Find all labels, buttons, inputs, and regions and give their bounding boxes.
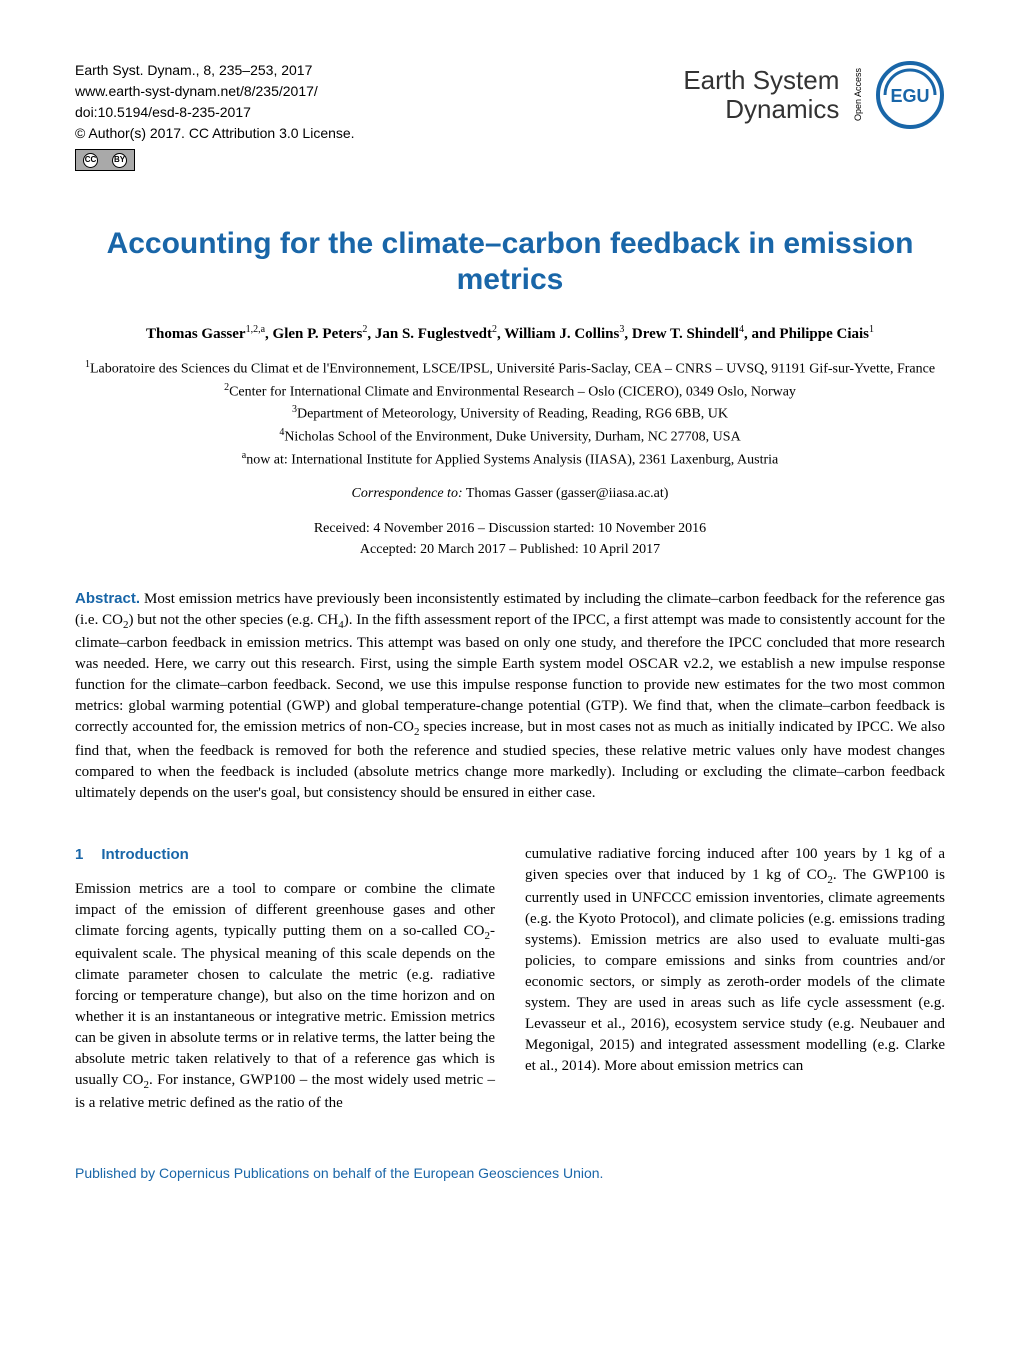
copyright-line: © Author(s) 2017. CC Attribution 3.0 Lic… bbox=[75, 123, 355, 144]
dates-received: Received: 4 November 2016 – Discussion s… bbox=[75, 518, 945, 539]
abstract-text: Most emission metrics have previously be… bbox=[75, 591, 945, 801]
citation-block: Earth Syst. Dynam., 8, 235–253, 2017 www… bbox=[75, 60, 355, 171]
journal-name: Earth System Dynamics bbox=[683, 66, 839, 123]
section-number: 1 bbox=[75, 846, 83, 863]
column-right: cumulative radiative forcing induced aft… bbox=[525, 844, 945, 1115]
affiliation-1: 1Laboratoire des Sciences du Climat et d… bbox=[75, 357, 945, 380]
svg-text:EGU: EGU bbox=[890, 86, 929, 106]
section-title: Introduction bbox=[101, 846, 188, 863]
section-1-text-left: Emission metrics are a tool to compare o… bbox=[75, 879, 495, 1115]
doi-line: doi:10.5194/esd-8-235-2017 bbox=[75, 102, 355, 123]
cc-icon: CC bbox=[83, 153, 98, 168]
egu-logo-icon: EGU bbox=[875, 60, 945, 130]
affiliation-a: anow at: International Institute for App… bbox=[75, 448, 945, 471]
cc-license-badge: CC BY bbox=[75, 149, 135, 171]
article-dates: Received: 4 November 2016 – Discussion s… bbox=[75, 518, 945, 560]
correspondence-label: Correspondence to: bbox=[352, 486, 463, 501]
body-columns: 1 Introduction Emission metrics are a too… bbox=[75, 844, 945, 1115]
correspondence-line: Correspondence to: Thomas Gasser (gasser… bbox=[75, 484, 945, 504]
affiliation-2: 2Center for International Climate and En… bbox=[75, 380, 945, 403]
authors-list: Thomas Gasser1,2,a, Glen P. Peters2, Jan… bbox=[75, 323, 945, 345]
affiliations-list: 1Laboratoire des Sciences du Climat et d… bbox=[75, 357, 945, 470]
citation-line: Earth Syst. Dynam., 8, 235–253, 2017 bbox=[75, 60, 355, 81]
by-icon: BY bbox=[112, 153, 127, 168]
article-title: Accounting for the climate–carbon feedba… bbox=[75, 226, 945, 298]
section-1-text-right: cumulative radiative forcing induced aft… bbox=[525, 844, 945, 1077]
affiliation-3: 3Department of Meteorology, University o… bbox=[75, 402, 945, 425]
column-left: 1 Introduction Emission metrics are a too… bbox=[75, 844, 495, 1115]
section-1-heading: 1 Introduction bbox=[75, 844, 495, 865]
page-footer: Published by Copernicus Publications on … bbox=[75, 1164, 945, 1184]
correspondence-text: Thomas Gasser (gasser@iiasa.ac.at) bbox=[466, 486, 669, 501]
abstract-block: Abstract. Most emission metrics have pre… bbox=[75, 588, 945, 804]
journal-branding: Earth System Dynamics Open Access EGU bbox=[683, 60, 945, 130]
open-access-label: Open Access bbox=[852, 68, 865, 121]
page-header: Earth Syst. Dynam., 8, 235–253, 2017 www… bbox=[75, 60, 945, 171]
dates-accepted: Accepted: 20 March 2017 – Published: 10 … bbox=[75, 539, 945, 560]
url-line: www.earth-syst-dynam.net/8/235/2017/ bbox=[75, 81, 355, 102]
abstract-label: Abstract. bbox=[75, 590, 140, 607]
affiliation-4: 4Nicholas School of the Environment, Duk… bbox=[75, 425, 945, 448]
